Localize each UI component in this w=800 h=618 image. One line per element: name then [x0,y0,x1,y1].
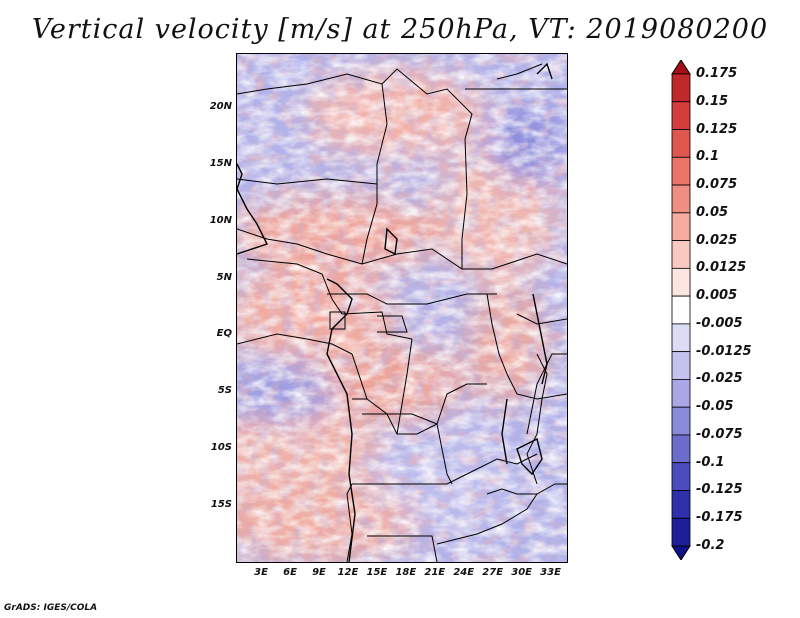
lon-tick-label: 33E [540,567,561,578]
lat-tick-label: EQ [216,328,232,340]
colorbar-level-label: 0.15 [696,93,729,109]
map-panel [236,53,568,563]
velocity-field-map [237,54,567,562]
colorbar-segment [671,129,691,158]
colorbar-segment [671,212,691,241]
lon-tick-label: 3E [254,567,268,578]
colorbar-level-label: -0.025 [696,371,743,387]
colorbar-level-label: -0.05 [696,399,734,415]
country-borders [237,63,567,562]
colorbar-segment [671,490,691,519]
field-base [237,54,567,562]
colorbar-level-label: 0.05 [696,204,729,220]
coastline-and-lakes [237,62,553,562]
footer-credit: GrADS: IGES/COLA [4,603,98,613]
colorbar-level-label: -0.1 [696,454,725,470]
colorbar-level-label: -0.175 [696,510,743,526]
colorbar-level-label: -0.075 [696,426,743,442]
lon-tick-label: 21E [424,567,446,578]
colorbar-segment [671,267,691,297]
lon-tick-label: 9E [312,567,326,578]
chart-title: Vertical velocity [m/s] at 250hPa, VT: 2… [31,14,769,45]
colorbar-level-label: 0.075 [696,177,738,193]
colorbar-segment [671,101,691,130]
colorbar-segment [671,295,691,325]
colorbar-segment [671,73,691,103]
lon-tick-label: 15E [366,567,388,578]
colorbar-segment [671,517,691,547]
colorbar-segment [671,379,691,408]
colorbar-top-arrow [671,60,691,75]
colorbar-segment [671,434,691,464]
lat-tick-label: 5N [216,271,232,283]
colorbar-level-label: 0.025 [696,232,738,248]
lon-tick-label: 6E [283,567,297,578]
colorbar-level-label: -0.005 [696,315,743,331]
lon-tick-label: 18E [395,567,417,578]
lat-tick-label: 20N [209,100,232,112]
lon-tick-label: 12E [337,567,359,578]
colorbar [671,60,691,560]
lat-tick-label: 10N [209,214,232,226]
colorbar-segment [671,406,691,436]
colorbar-level-label: -0.2 [696,538,725,553]
lon-tick-label: 24E [453,567,475,578]
colorbar-segment [671,351,691,380]
colorbar-segment [671,156,691,186]
lat-tick-label: 15S [210,499,232,511]
colorbar-level-label: 0.1 [696,149,720,165]
lat-tick-label: 10S [210,442,232,454]
lon-tick-label: 27E [482,567,504,578]
colorbar-bottom-arrow [671,545,691,560]
lat-tick-label: 5S [217,385,232,397]
colorbar-segment [671,184,691,214]
colorbar-level-label: -0.125 [696,482,743,498]
colorbar-level-label: 0.0125 [696,260,747,276]
colorbar-segment [671,462,691,491]
colorbar-level-label: 0.125 [696,121,738,137]
lat-tick-label: 15N [209,157,232,169]
colorbar-segment [671,240,691,269]
colorbar-segment [671,323,691,353]
colorbar-level-label: -0.0125 [696,343,752,359]
colorbar-level-label: 0.175 [696,66,738,81]
lon-tick-label: 30E [511,567,532,578]
colorbar-level-label: 0.005 [696,288,738,304]
